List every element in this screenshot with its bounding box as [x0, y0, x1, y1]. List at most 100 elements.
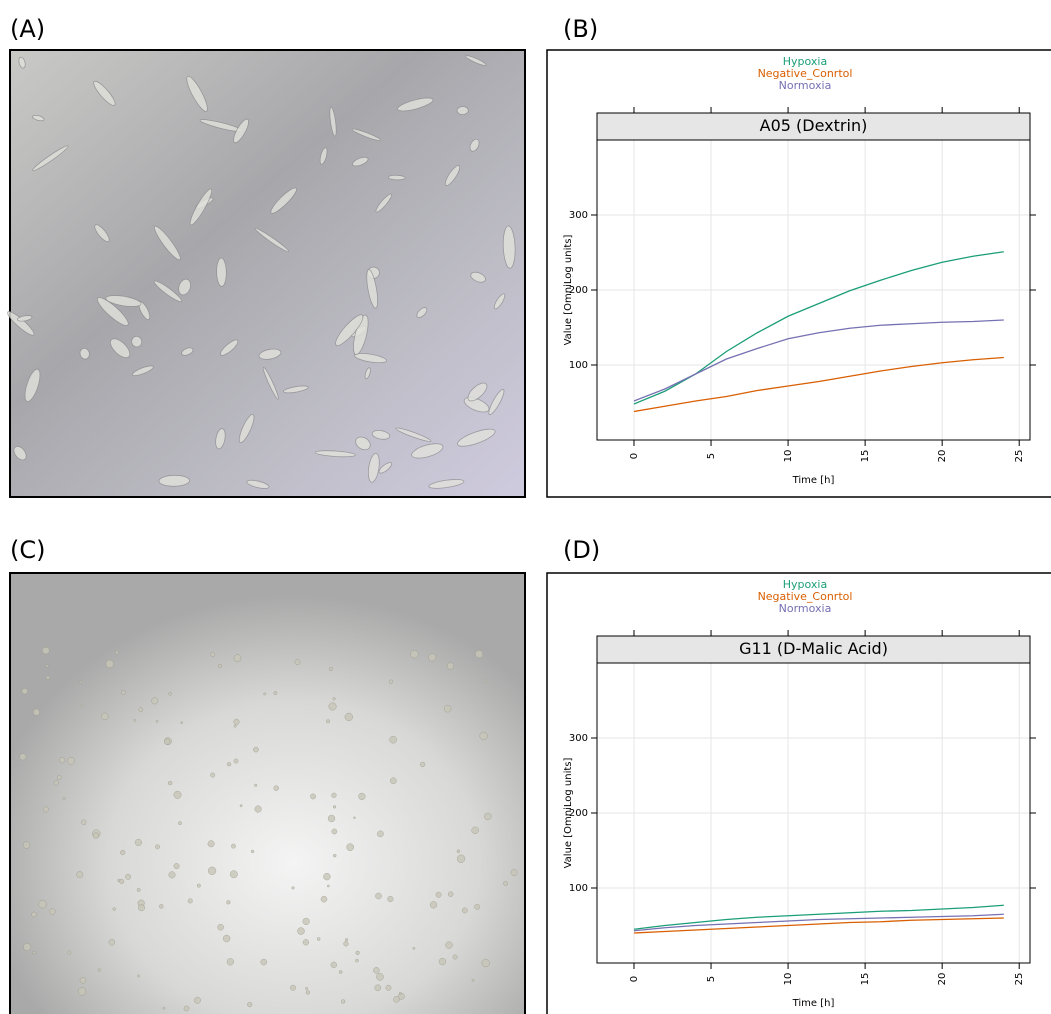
particle	[59, 757, 66, 764]
cell	[457, 428, 496, 447]
particle	[137, 904, 145, 912]
particle	[333, 853, 337, 858]
legend-entry: Hypoxia	[783, 578, 827, 591]
particle	[32, 708, 40, 716]
x-axis-label: Time [h]	[792, 998, 835, 1009]
cell	[329, 106, 337, 137]
cell	[470, 271, 486, 283]
y-axis-label: Value [OmniLog units]	[563, 235, 574, 346]
x-tick-label: 0	[629, 976, 640, 982]
particle	[484, 812, 492, 821]
panel-label: (A)	[10, 15, 45, 43]
particle	[80, 704, 84, 708]
particle	[435, 891, 442, 898]
particle	[456, 849, 461, 853]
particle	[456, 854, 466, 863]
cell	[32, 145, 69, 172]
cell	[233, 118, 250, 144]
particle	[263, 692, 267, 696]
particle	[196, 883, 201, 888]
particle	[180, 721, 184, 725]
y-tick-label: 300	[569, 210, 588, 221]
particle	[79, 977, 87, 984]
particle	[193, 996, 201, 1004]
particle	[162, 1006, 166, 1010]
particle	[42, 646, 50, 655]
x-tick-label: 5	[706, 976, 717, 982]
particle	[355, 950, 360, 955]
cell	[13, 445, 27, 461]
particle	[45, 664, 49, 668]
cell	[488, 389, 505, 416]
particle	[32, 951, 36, 955]
panel-label: (D)	[563, 536, 600, 564]
cell	[353, 314, 369, 356]
x-axis-label: Time [h]	[792, 475, 835, 486]
particle	[327, 814, 336, 823]
particle	[178, 821, 182, 826]
particle	[340, 999, 346, 1004]
cell	[353, 352, 387, 364]
series-line	[633, 904, 1004, 930]
chart-title: G11 (D-Malic Acid)	[739, 639, 888, 658]
cell	[364, 367, 371, 380]
particle	[45, 675, 50, 680]
cell	[18, 56, 26, 69]
particle	[253, 746, 259, 753]
particle	[233, 758, 239, 764]
x-tick-label: 20	[937, 973, 948, 986]
cell	[502, 225, 516, 269]
particle	[164, 738, 171, 745]
cell	[351, 128, 382, 142]
particle	[326, 884, 330, 888]
particle	[355, 958, 359, 963]
particle	[344, 712, 353, 722]
particle	[471, 978, 475, 982]
cell	[465, 55, 487, 66]
particle	[217, 664, 223, 669]
particle	[151, 697, 159, 705]
particle	[410, 649, 419, 659]
particle	[207, 840, 215, 848]
legend-entry: Negative_Conrtol	[758, 67, 853, 80]
particle	[229, 870, 238, 879]
x-tick-label: 15	[860, 973, 871, 986]
particle	[210, 651, 216, 657]
particle	[305, 987, 309, 990]
cell	[314, 450, 356, 458]
particle	[133, 719, 137, 722]
particle	[114, 650, 119, 655]
legend-entry: Hypoxia	[783, 55, 827, 68]
particle	[346, 843, 355, 852]
x-tick-label: 10	[783, 973, 794, 986]
cell	[397, 97, 434, 112]
particle	[447, 891, 454, 897]
particle	[67, 756, 75, 765]
cell	[109, 338, 131, 359]
panel-label: (C)	[10, 536, 45, 564]
series-line	[633, 913, 1004, 932]
cell	[32, 114, 45, 122]
particle	[328, 666, 334, 672]
cell	[411, 443, 444, 459]
particle	[330, 961, 337, 969]
cell	[366, 269, 379, 309]
particle	[226, 762, 232, 767]
particle	[452, 954, 458, 960]
y-tick-label: 100	[569, 883, 588, 894]
cell	[355, 436, 371, 451]
particle	[79, 680, 82, 684]
particle	[420, 761, 426, 768]
particle	[173, 863, 180, 870]
particle	[375, 892, 382, 900]
particle	[183, 1005, 190, 1012]
cell	[456, 106, 469, 116]
legend-entry: Normoxia	[779, 602, 832, 615]
particle	[260, 958, 268, 966]
particle	[19, 753, 27, 761]
particle	[250, 849, 255, 854]
particle	[291, 886, 295, 890]
particle	[389, 777, 397, 785]
